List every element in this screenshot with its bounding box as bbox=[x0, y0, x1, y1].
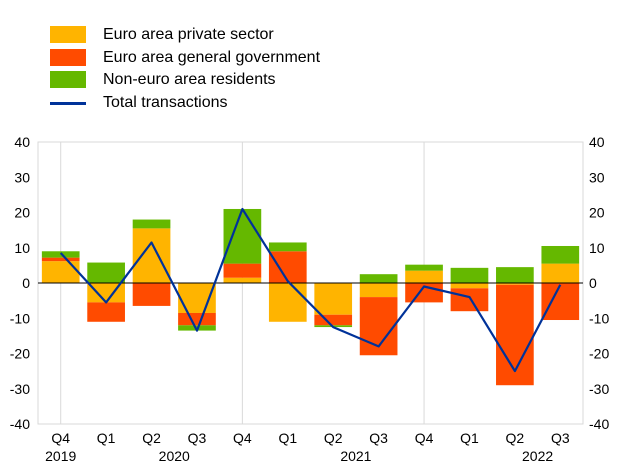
y-tick-right: 0 bbox=[589, 275, 597, 291]
bar-s0-11 bbox=[541, 263, 580, 283]
bar-s0-5 bbox=[268, 283, 307, 322]
bar-s2-9 bbox=[450, 267, 489, 283]
bar-s0-2 bbox=[132, 228, 171, 283]
bar-s1-10 bbox=[496, 284, 534, 386]
y-tick-right: -10 bbox=[589, 310, 609, 326]
bar-s1-9 bbox=[450, 288, 489, 312]
year-label-2019: 2019 bbox=[45, 448, 76, 464]
bar-s1-1 bbox=[87, 302, 125, 322]
legend-swatch-non-euro-residents bbox=[50, 71, 86, 88]
y-tick-left: -30 bbox=[10, 381, 30, 397]
y-tick-left: 0 bbox=[22, 275, 30, 291]
legend-label-total-transactions: Total transactions bbox=[103, 93, 228, 111]
x-tick-4: Q4 bbox=[233, 430, 252, 446]
bar-s0-1 bbox=[87, 283, 125, 303]
legend-swatch-private-sector bbox=[50, 26, 86, 43]
bar-s0-0 bbox=[41, 261, 80, 283]
bar-s0-7 bbox=[359, 283, 398, 298]
year-label-2020: 2020 bbox=[159, 448, 190, 464]
x-tick-6: Q2 bbox=[324, 430, 343, 446]
x-tick-3: Q3 bbox=[188, 430, 207, 446]
y-tick-right: -20 bbox=[589, 346, 609, 362]
bar-s0-4 bbox=[223, 277, 262, 283]
bar-s0-10 bbox=[496, 283, 534, 285]
year-label-2021: 2021 bbox=[340, 448, 371, 464]
bar-s2-4 bbox=[223, 208, 262, 264]
x-tick-11: Q3 bbox=[551, 430, 570, 446]
x-tick-0: Q4 bbox=[51, 430, 70, 446]
x-tick-1: Q1 bbox=[97, 430, 116, 446]
y-tick-left: 10 bbox=[14, 240, 30, 256]
y-tick-left: -40 bbox=[10, 416, 30, 432]
bar-s1-3 bbox=[178, 312, 216, 326]
y-tick-right: 10 bbox=[589, 240, 605, 256]
bar-s1-4 bbox=[223, 263, 262, 278]
legend-label-general-government: Euro area general government bbox=[103, 48, 321, 66]
y-tick-right: 40 bbox=[589, 134, 605, 150]
year-label-2022: 2022 bbox=[522, 448, 553, 464]
bar-s2-8 bbox=[405, 264, 443, 271]
x-tick-10: Q2 bbox=[506, 430, 525, 446]
x-tick-2: Q2 bbox=[142, 430, 161, 446]
bar-s0-9 bbox=[450, 283, 489, 289]
y-tick-right: 20 bbox=[589, 205, 605, 221]
y-tick-right: -40 bbox=[589, 416, 609, 432]
x-tick-5: Q1 bbox=[278, 430, 297, 446]
bar-s2-10 bbox=[496, 267, 534, 283]
bar-s2-2 bbox=[132, 219, 171, 229]
y-tick-left: 40 bbox=[14, 134, 30, 150]
bar-s1-0 bbox=[41, 257, 80, 262]
y-tick-right: 30 bbox=[589, 169, 605, 185]
bar-s1-11 bbox=[541, 283, 580, 321]
x-tick-9: Q1 bbox=[460, 430, 479, 446]
legend-swatch-general-government bbox=[50, 48, 86, 66]
y-tick-left: -20 bbox=[10, 346, 30, 362]
x-tick-7: Q3 bbox=[369, 430, 388, 446]
y-tick-right: -30 bbox=[589, 381, 609, 397]
legend-label-non-euro-residents: Non-euro area residents bbox=[103, 71, 276, 88]
bar-s0-8 bbox=[405, 270, 443, 283]
bar-s1-2 bbox=[132, 283, 171, 306]
y-tick-left: -10 bbox=[10, 310, 30, 326]
y-tick-left: 30 bbox=[14, 169, 30, 185]
bar-s1-5 bbox=[268, 251, 307, 283]
total-transactions-line bbox=[59, 207, 562, 373]
bar-s0-6 bbox=[314, 283, 353, 315]
bar-s2-5 bbox=[268, 242, 307, 252]
bar-s1-6 bbox=[314, 314, 353, 326]
x-tick-8: Q4 bbox=[415, 430, 434, 446]
bar-s2-7 bbox=[359, 274, 398, 283]
bar-s2-11 bbox=[541, 245, 580, 264]
legend-label-private-sector: Euro area private sector bbox=[103, 26, 274, 43]
y-tick-left: 20 bbox=[14, 205, 30, 221]
legend-line-total-transactions bbox=[50, 101, 86, 105]
bar-s2-1 bbox=[87, 262, 125, 283]
